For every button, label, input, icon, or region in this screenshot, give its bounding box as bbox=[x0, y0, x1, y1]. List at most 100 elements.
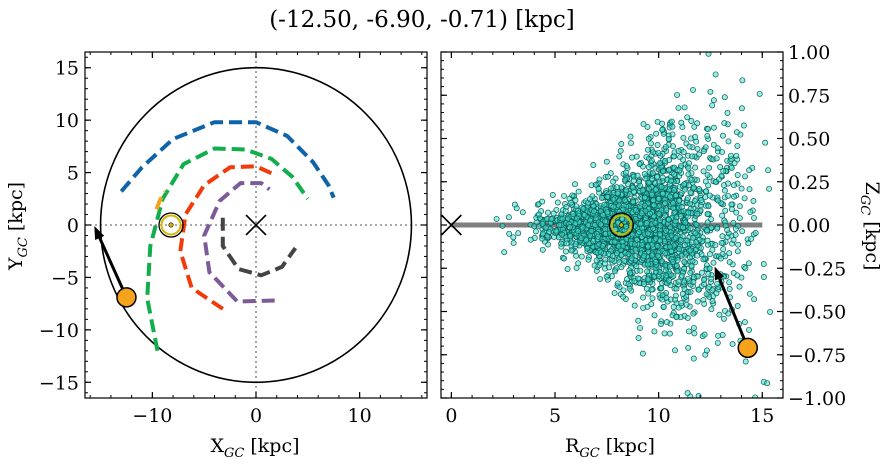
spiral-arm-5 bbox=[220, 217, 298, 278]
scatter-point bbox=[730, 220, 737, 226]
right-y-tick-label: 1.00 bbox=[788, 42, 830, 64]
scatter-point bbox=[695, 286, 702, 293]
y-axis-label-left-unit: [kpc] bbox=[5, 182, 27, 237]
scatter-point bbox=[642, 215, 649, 222]
scatter-point bbox=[642, 175, 649, 182]
right-sun-center-dot bbox=[618, 222, 624, 228]
scatter-point bbox=[548, 216, 555, 223]
scatter-point bbox=[738, 105, 745, 112]
scatter-point bbox=[741, 319, 748, 326]
scatter-point bbox=[678, 272, 685, 279]
scatter-point bbox=[724, 110, 731, 116]
scatter-point bbox=[710, 124, 717, 131]
scatter-point bbox=[736, 203, 743, 210]
scatter-point bbox=[637, 182, 644, 189]
y-axis-label-left-main: Y bbox=[5, 257, 27, 271]
scatter-point bbox=[625, 181, 632, 188]
scatter-point bbox=[747, 209, 754, 215]
scatter-point bbox=[696, 186, 703, 192]
scatter-point bbox=[680, 149, 687, 156]
scatter-point bbox=[505, 214, 512, 221]
scatter-point bbox=[562, 207, 569, 214]
scatter-point bbox=[602, 218, 609, 225]
scatter-point bbox=[650, 225, 656, 232]
scatter-point bbox=[705, 126, 711, 133]
scatter-point bbox=[678, 252, 685, 259]
scatter-point bbox=[705, 182, 712, 189]
scatter-point bbox=[639, 187, 646, 194]
scatter-point bbox=[649, 241, 656, 248]
scatter-point bbox=[623, 163, 630, 170]
scatter-point bbox=[746, 290, 753, 297]
scatter-point bbox=[704, 132, 711, 139]
scatter-point bbox=[684, 237, 691, 244]
scatter-point bbox=[644, 230, 651, 237]
scatter-point bbox=[687, 189, 694, 196]
scatter-point bbox=[597, 275, 604, 282]
scatter-point bbox=[618, 141, 625, 147]
x-axis-label-left-unit: [kpc] bbox=[244, 435, 299, 457]
left-y-tick-label: −5 bbox=[51, 267, 79, 289]
scatter-point bbox=[708, 216, 715, 223]
scatter-point bbox=[685, 344, 692, 351]
scatter-point bbox=[686, 143, 693, 150]
scatter-point bbox=[671, 171, 677, 178]
scatter-point bbox=[660, 168, 667, 175]
scatter-point bbox=[676, 197, 682, 204]
scatter-point bbox=[604, 209, 611, 216]
scatter-point bbox=[694, 252, 701, 259]
scatter-point bbox=[731, 193, 737, 200]
scatter-point bbox=[618, 264, 625, 271]
scatter-point bbox=[740, 122, 747, 129]
scatter-point bbox=[704, 211, 711, 217]
scatter-point bbox=[704, 237, 711, 244]
scatter-point bbox=[675, 278, 682, 285]
scatter-point bbox=[727, 152, 734, 159]
scatter-point bbox=[736, 283, 743, 290]
scatter-point bbox=[581, 212, 588, 218]
scatter-point bbox=[766, 185, 773, 192]
scatter-point bbox=[663, 207, 670, 214]
scatter-point bbox=[643, 285, 650, 292]
scatter-point bbox=[613, 184, 620, 191]
scatter-point bbox=[670, 200, 677, 207]
scatter-point bbox=[706, 251, 713, 258]
scatter-point bbox=[535, 211, 542, 218]
scatter-point bbox=[641, 253, 648, 260]
scatter-point bbox=[614, 280, 621, 287]
right-velocity-arrow-head bbox=[714, 266, 725, 281]
scatter-point bbox=[601, 260, 608, 267]
spiral-arm-1 bbox=[145, 146, 310, 352]
scatter-point bbox=[641, 194, 648, 201]
scatter-point bbox=[599, 243, 606, 249]
scatter-point bbox=[616, 153, 623, 160]
scatter-point bbox=[662, 143, 669, 150]
left-y-tick-label: 0 bbox=[67, 215, 79, 237]
scatter-point bbox=[591, 262, 598, 269]
scatter-point bbox=[575, 228, 581, 235]
scatter-point bbox=[726, 286, 733, 292]
scatter-point bbox=[572, 220, 579, 227]
scatter-point bbox=[649, 295, 656, 302]
meridional-plane-panel: 0 5 10 15 −1.00 −0.75 −0.50 −0.25 0.00 0.25 0.50 0.… bbox=[440, 42, 846, 427]
scatter-point bbox=[716, 176, 722, 183]
scatter-point bbox=[701, 277, 707, 283]
left-x-tick-label: −10 bbox=[132, 405, 172, 427]
scatter-point bbox=[767, 308, 773, 315]
scatter-point bbox=[696, 151, 702, 158]
scatter-point bbox=[648, 157, 655, 164]
scatter-point bbox=[678, 300, 685, 307]
scatter-point bbox=[675, 148, 682, 154]
right-x-tick-label: 5 bbox=[549, 405, 561, 427]
scatter-point bbox=[735, 241, 742, 248]
scatter-point bbox=[658, 285, 665, 292]
scatter-point bbox=[671, 187, 678, 194]
scatter-point bbox=[662, 158, 669, 165]
right-y-tick-label: 0.75 bbox=[788, 85, 830, 107]
scatter-point bbox=[637, 267, 644, 274]
y-axis-label-left: YGC [kpc] bbox=[5, 182, 31, 271]
scatter-point bbox=[558, 240, 565, 247]
scatter-point bbox=[556, 222, 563, 229]
scatter-point bbox=[731, 182, 737, 189]
scatter-point bbox=[563, 240, 570, 247]
